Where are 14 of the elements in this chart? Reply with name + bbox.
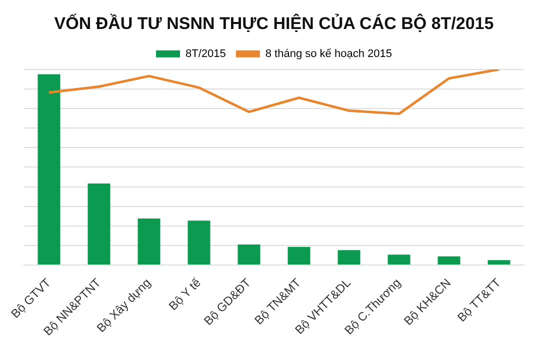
x-tick-label: Bộ Y tế xyxy=(166,275,204,314)
bar xyxy=(238,244,260,265)
legend-label: 8 tháng so kế hoạch 2015 xyxy=(265,48,392,60)
legend-label: 8T/2015 xyxy=(186,48,226,60)
chart-title: VỐN ĐẦU TƯ NSNN THỰC HIỆN CỦA CÁC BỘ 8T/2015 xyxy=(54,12,494,33)
bar xyxy=(288,246,310,265)
bar xyxy=(338,250,360,265)
bar xyxy=(388,254,410,265)
bar xyxy=(188,220,210,265)
bar xyxy=(38,74,60,265)
bar xyxy=(138,218,160,265)
bar xyxy=(488,260,510,265)
bar xyxy=(438,256,460,265)
bar xyxy=(88,183,110,265)
